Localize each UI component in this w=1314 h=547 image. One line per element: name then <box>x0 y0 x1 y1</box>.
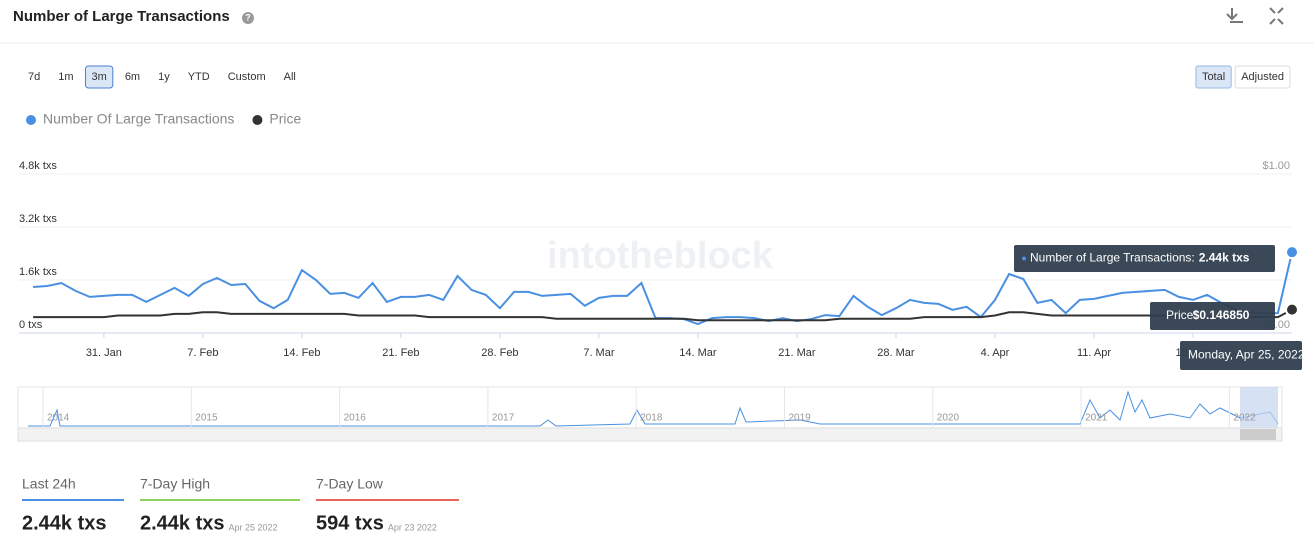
legend-label[interactable]: Number Of Large Transactions <box>43 111 234 127</box>
range-button[interactable]: All <box>278 66 302 88</box>
navigator-year: 2021 <box>1085 413 1108 424</box>
stat-value: 2.44k txs <box>22 512 107 534</box>
collapse-icon[interactable] <box>1269 7 1284 25</box>
range-button-label: 1y <box>158 71 170 83</box>
stat-value: 2.44k txs <box>140 512 225 534</box>
navigator-year: 2022 <box>1233 413 1256 424</box>
x-tick-label: 7. Mar <box>583 347 615 359</box>
legend-marker <box>252 115 263 125</box>
x-tick-label: 28. Mar <box>877 347 915 359</box>
range-button-label: All <box>284 71 296 83</box>
tooltip: Price:$0.146850 <box>1150 302 1275 330</box>
y-tick-label: 0 txs <box>19 319 43 331</box>
tooltip-bg <box>1180 341 1302 370</box>
hover-point <box>1285 302 1299 317</box>
mode-button[interactable]: Adjusted <box>1234 65 1291 89</box>
range-button-label: 1m <box>58 71 73 83</box>
range-button[interactable]: YTD <box>182 66 216 88</box>
range-button[interactable]: Custom <box>222 66 272 88</box>
range-button[interactable]: 1y <box>152 66 176 88</box>
tooltip-text: 2.44k txs <box>1199 251 1250 265</box>
x-tick-label: 31. Jan <box>86 347 122 359</box>
watermark: intotheblock <box>547 235 774 277</box>
stat-value: 594 txs <box>316 512 384 534</box>
x-tick-label: 11. Apr <box>1077 347 1111 359</box>
mode-button-label: Total <box>1202 71 1225 83</box>
x-tick-label: 28. Feb <box>481 347 518 359</box>
navigator-year: 2018 <box>640 413 663 424</box>
range-button[interactable]: 3m <box>85 65 114 89</box>
stat-date: Apr 25 2022 <box>229 522 278 532</box>
legend-label[interactable]: Price <box>269 111 301 127</box>
range-button-label: 7d <box>28 71 40 83</box>
hover-point <box>1285 245 1299 260</box>
x-tick-label: 21. Feb <box>382 347 419 359</box>
range-button-label: YTD <box>188 71 210 83</box>
navigator-year: 2020 <box>937 413 960 424</box>
help-icon-glyph: ? <box>245 12 251 22</box>
y-tick-label: 1.6k txs <box>19 266 57 278</box>
navigator-year: 2014 <box>47 413 70 424</box>
stat-label: 7-Day Low <box>316 476 384 492</box>
range-button[interactable]: 1m <box>52 66 79 88</box>
range-button-label: 3m <box>92 71 107 83</box>
tooltip-bg <box>1014 245 1275 272</box>
x-tick-label: 7. Feb <box>187 347 218 359</box>
tooltip-bg <box>1150 302 1275 330</box>
stat-label: 7-Day High <box>140 476 210 492</box>
tooltip-text: Monday, Apr 25, 2022 <box>1188 348 1305 362</box>
tooltip-dot <box>1022 256 1026 261</box>
tooltip-text: $0.146850 <box>1193 308 1250 322</box>
series-line <box>33 308 1293 322</box>
y-tick-label: 3.2k txs <box>19 213 57 225</box>
tooltip: Monday, Apr 25, 2022 <box>1180 341 1305 370</box>
mode-button-label: Adjusted <box>1241 71 1284 83</box>
tooltip: Number of Large Transactions: 2.44k txs <box>1014 245 1275 272</box>
y-tick-label: 4.8k txs <box>19 160 57 172</box>
stat-date: Apr 23 2022 <box>388 522 437 532</box>
stat-label: Last 24h <box>22 476 76 492</box>
help-icon[interactable] <box>242 12 254 24</box>
navigator-year: 2017 <box>492 413 515 424</box>
range-button-label: Custom <box>228 71 266 83</box>
navigator-year: 2019 <box>789 413 812 424</box>
range-button-bg <box>85 65 114 89</box>
x-tick-label: 14. Feb <box>283 347 320 359</box>
x-tick-label: 21. Mar <box>778 347 816 359</box>
navigator-year: 2016 <box>344 413 367 424</box>
tooltip-text: Price: <box>1166 308 1197 322</box>
download-icon[interactable] <box>1226 8 1243 23</box>
legend-marker <box>26 115 36 125</box>
tooltip-text: Number of Large Transactions: <box>1030 251 1195 265</box>
mode-button-bg <box>1195 65 1232 89</box>
mode-button-bg <box>1234 65 1291 89</box>
x-tick-label: 14. Mar <box>679 347 717 359</box>
x-tick-label: 4. Apr <box>981 347 1010 359</box>
range-button-label: 6m <box>125 71 140 83</box>
navigator-year: 2015 <box>195 413 218 424</box>
range-button[interactable]: 6m <box>119 66 146 88</box>
y2-tick-label: $1.00 <box>1262 160 1290 172</box>
range-button[interactable]: 7d <box>22 66 46 88</box>
widget-title: Number of Large Transactions <box>13 8 230 25</box>
navigator: 2014 2015 2016 2017 2018 2019 2020 2021 2022 <box>17 386 1283 442</box>
mode-button[interactable]: Total <box>1195 65 1232 89</box>
